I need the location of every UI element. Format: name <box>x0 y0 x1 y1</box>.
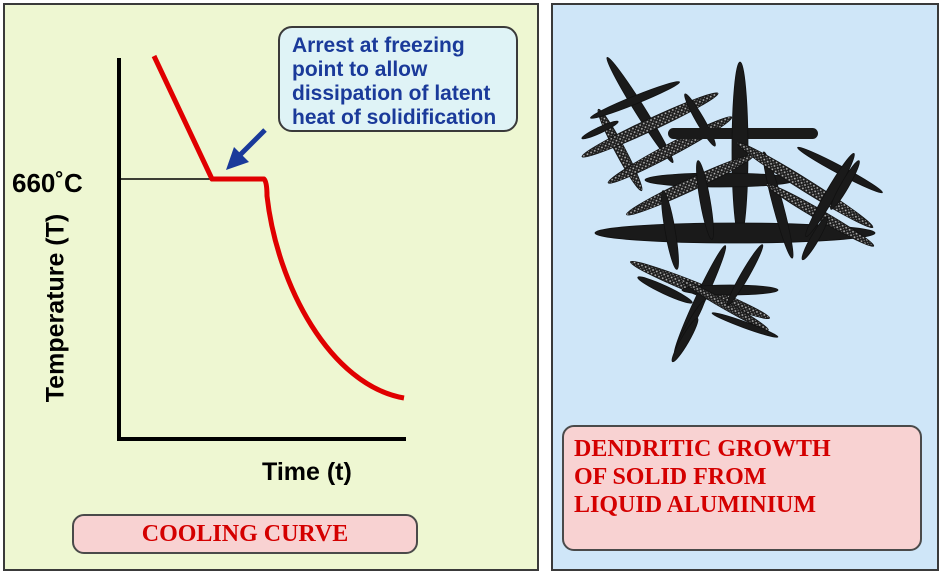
callout-line: heat of solidification <box>292 106 497 129</box>
dendrite-arm <box>711 312 779 338</box>
dendrite-arm <box>726 244 764 306</box>
dendrite-arm <box>661 190 679 270</box>
dendritic-growth-caption: DENDRITIC GROWTH OF SOLID FROM LIQUID AL… <box>562 425 922 551</box>
arrow-icon <box>226 128 267 170</box>
dendrite-arm <box>637 276 693 304</box>
x-axis-label: Time (t) <box>262 458 352 486</box>
cooling-curve-caption: COOLING CURVE <box>72 514 418 554</box>
callout-line: Arrest at freezing <box>292 34 465 57</box>
y-axis-label: Temperature (T) <box>41 213 70 403</box>
callout-line: dissipation of latent <box>292 82 491 105</box>
dendrite-arm <box>581 120 619 140</box>
dendrite-arm <box>762 151 794 259</box>
dendrite-arm <box>830 160 860 210</box>
caption-line: OF SOLID FROM <box>574 464 767 490</box>
dendrite-arm <box>606 56 674 164</box>
caption-line: DENDRITIC GROWTH <box>574 436 831 462</box>
dendrite-arm <box>590 81 680 119</box>
freezing-temperature-label: 660˚C <box>12 168 83 198</box>
caption-line: LIQUID ALUMINIUM <box>574 492 817 518</box>
arrest-callout: Arrest at freezing point to allow dissip… <box>278 26 518 132</box>
cooling-curve <box>151 54 405 401</box>
dendrite-arm <box>801 215 829 261</box>
dendrite-illustration <box>581 56 883 363</box>
dendrite-arm <box>671 317 699 363</box>
callout-line: point to allow <box>292 58 428 81</box>
dendrite-arm <box>736 141 874 229</box>
dendrite-arm <box>696 160 714 240</box>
dendrite-arm <box>681 279 769 331</box>
dendrite-arm <box>581 92 719 158</box>
